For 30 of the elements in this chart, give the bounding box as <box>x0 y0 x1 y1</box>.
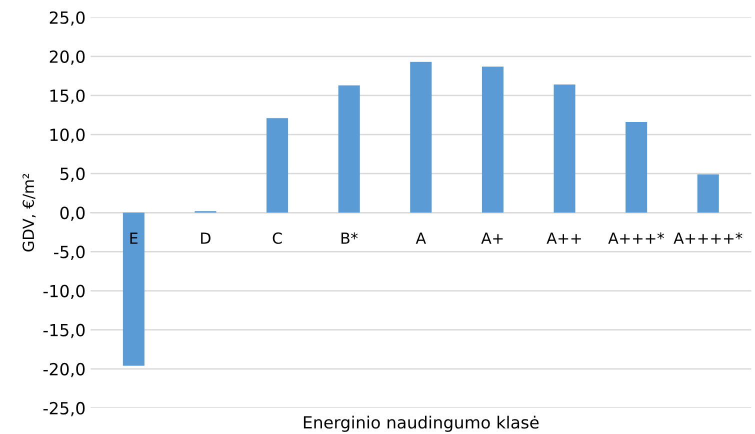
bar <box>122 212 144 366</box>
bar <box>482 66 504 213</box>
y-tick-label: -10,0 <box>43 284 85 300</box>
x-tick-label: B* <box>342 232 358 244</box>
bar <box>626 122 648 213</box>
x-tick-label: C <box>272 232 282 244</box>
y-tick-label: -15,0 <box>43 324 85 338</box>
y-tick-label: -20,0 <box>43 362 85 378</box>
x-tick-label: A+ <box>481 232 503 244</box>
x-axis-title: Energinio naudingumo klasė <box>304 416 539 432</box>
bar <box>266 118 288 213</box>
y-tick-label: -5,0 <box>54 246 85 260</box>
y-tick-label: 25,0 <box>50 11 85 26</box>
x-tick-label: E <box>130 232 138 244</box>
bar <box>554 84 576 213</box>
x-tick-label: A++ <box>546 232 581 244</box>
y-tick-label: 10,0 <box>50 128 85 143</box>
bar <box>697 174 719 213</box>
y-axis-title: GDV, €/m² <box>22 174 36 252</box>
x-tick-label: A++++* <box>674 232 742 244</box>
bar <box>338 85 360 213</box>
y-tick-label: 20,0 <box>50 50 85 65</box>
x-tick-label: D <box>201 232 210 244</box>
bar <box>410 62 432 213</box>
y-tick-label: 0,0 <box>60 206 85 221</box>
y-tick-label: 15,0 <box>50 89 85 104</box>
x-tick-label: A <box>416 232 426 244</box>
y-tick-label: 5,0 <box>60 168 85 182</box>
y-tick-label: -25,0 <box>43 402 85 416</box>
x-tick-label: A+++* <box>608 232 664 244</box>
